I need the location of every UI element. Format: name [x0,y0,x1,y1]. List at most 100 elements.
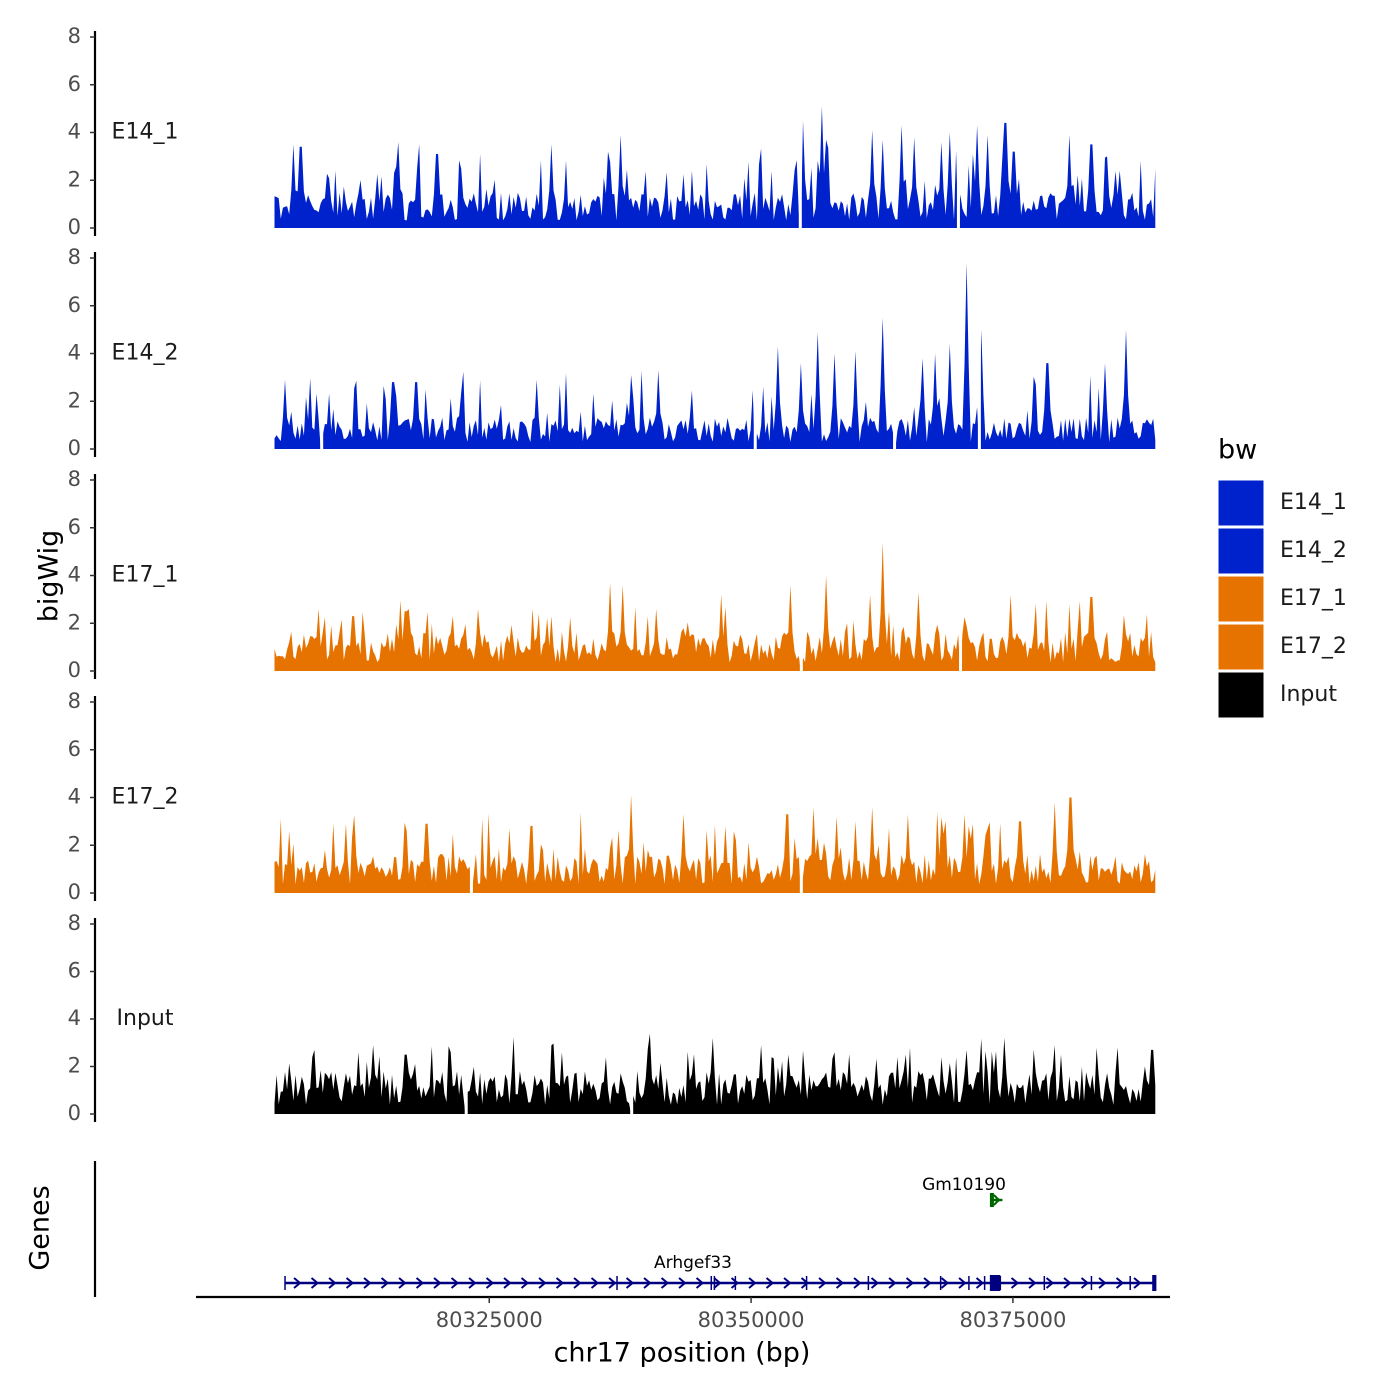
y-tick-label: 6 [68,515,81,539]
gene-Gm10190: Gm10190 [922,1175,1006,1207]
legend-label: E14_2 [1280,538,1347,563]
legend: bw E14_1 E14_2 E17_1 E17_2 Input [1217,435,1347,719]
coverage-area-Input [274,1033,1156,1114]
strand-arrow [468,1277,477,1289]
y-axis-title: bigWig [34,530,65,623]
legend-item-Input: Input [1217,671,1337,719]
strand-arrow [783,1277,792,1289]
legend-label: Input [1280,682,1337,707]
legend-item-E14_1: E14_1 [1217,479,1347,527]
legend-item-E17_1: E17_1 [1217,575,1347,623]
genes-axis-title: Genes [25,1185,56,1270]
track-label: E14_2 [112,341,179,366]
y-tick-label: 2 [68,1054,81,1078]
strand-arrow [853,1277,862,1289]
coverage-area-E14_1 [274,106,1156,228]
legend-label: E17_2 [1280,634,1347,659]
strand-arrow [520,1277,530,1289]
y-tick-label: 8 [68,911,81,935]
strand-arrow [975,1277,985,1289]
strand-arrow [1098,1277,1107,1289]
strand-arrow [765,1277,775,1289]
y-tick-label: 2 [68,388,81,412]
strand-arrow [643,1277,652,1289]
legend-swatch [1217,479,1265,527]
y-tick-label: 2 [68,832,81,856]
strand-arrow [958,1277,967,1289]
track-E17_2: 0 2 4 6 8 E17_2 [68,689,1156,904]
y-tick-label: 0 [68,1101,81,1125]
track-label: E14_1 [112,120,179,145]
strand-arrow [835,1277,845,1289]
y-tick-label: 2 [68,610,81,634]
coverage-tracks: 0 2 4 6 8 E14_1 0 2 4 6 8 E14_2 0 2 4 6 8 E17_1 0 2 4 6 8 E17_2… [68,24,1156,1125]
y-tick-label: 4 [68,120,81,144]
track-label: E17_1 [112,563,179,588]
track-E14_2: 0 2 4 6 8 E14_2 [68,245,1156,460]
y-tick-label: 8 [68,467,81,491]
legend-swatch [1217,527,1265,575]
gene-label: Arhgef33 [654,1253,732,1273]
strand-arrow [345,1277,355,1289]
y-tick-label: 0 [68,436,81,460]
strand-arrow [660,1277,670,1289]
exon-block [1152,1275,1157,1291]
legend-label: E14_1 [1280,490,1347,515]
legend-label: E17_1 [1280,586,1347,611]
x-axis-title: chr17 position (bp) [554,1338,811,1369]
y-tick-label: 4 [68,341,81,365]
track-label: Input [117,1006,174,1031]
y-tick-label: 6 [68,72,81,96]
strand-arrow [748,1277,757,1289]
strand-arrow [1010,1277,1020,1289]
strand-arrow [555,1277,565,1289]
strand-arrow [310,1277,320,1289]
coverage-area-E14_2 [274,262,1156,449]
strand-arrow [730,1277,740,1289]
strand-arrow [993,1194,1001,1206]
y-tick-label: 0 [68,215,81,239]
y-tick-label: 0 [68,658,81,682]
strand-arrow [433,1277,442,1289]
x-tick-label: 80375000 [959,1308,1066,1332]
y-tick-label: 8 [68,689,81,713]
strand-arrow [590,1277,600,1289]
strand-arrow [328,1277,337,1289]
y-tick-label: 2 [68,167,81,191]
strand-arrow [923,1277,932,1289]
legend-swatch [1217,575,1265,623]
strand-arrow [608,1277,617,1289]
y-tick-label: 4 [68,563,81,587]
strand-arrow [1045,1277,1055,1289]
y-tick-label: 8 [68,24,81,48]
strand-arrow [888,1277,897,1289]
strand-arrow [1080,1277,1090,1289]
strand-arrow [573,1277,582,1289]
strand-arrow [905,1277,915,1289]
strand-arrow [625,1277,635,1289]
legend-swatch [1217,671,1265,719]
strand-arrow [450,1277,460,1289]
strand-arrow [1115,1277,1125,1289]
strand-arrow [380,1277,390,1289]
y-tick-label: 6 [68,959,81,983]
legend-item-E17_2: E17_2 [1217,623,1347,671]
exon-block [989,1193,994,1207]
gene-Arhgef33: Arhgef33 [284,1253,1157,1291]
track-Input: 0 2 4 6 8 Input [68,911,1156,1125]
y-tick-label: 4 [68,1006,81,1030]
strand-arrow [870,1277,880,1289]
coverage-area-E17_2 [274,795,1156,893]
x-axis: 80325000 80350000 80375000 [196,1295,1170,1332]
strand-arrow [1133,1277,1142,1289]
strand-arrow [485,1277,495,1289]
track-E17_1: 0 2 4 6 8 E17_1 [68,467,1156,682]
strand-arrow [818,1277,827,1289]
strand-arrow [503,1277,512,1289]
x-tick-label: 80325000 [436,1308,543,1332]
exon-block [989,1275,1001,1291]
strand-arrow [398,1277,407,1289]
genes-panel: Arhgef33 Gm10190 [93,1161,1157,1297]
y-tick-label: 6 [68,293,81,317]
